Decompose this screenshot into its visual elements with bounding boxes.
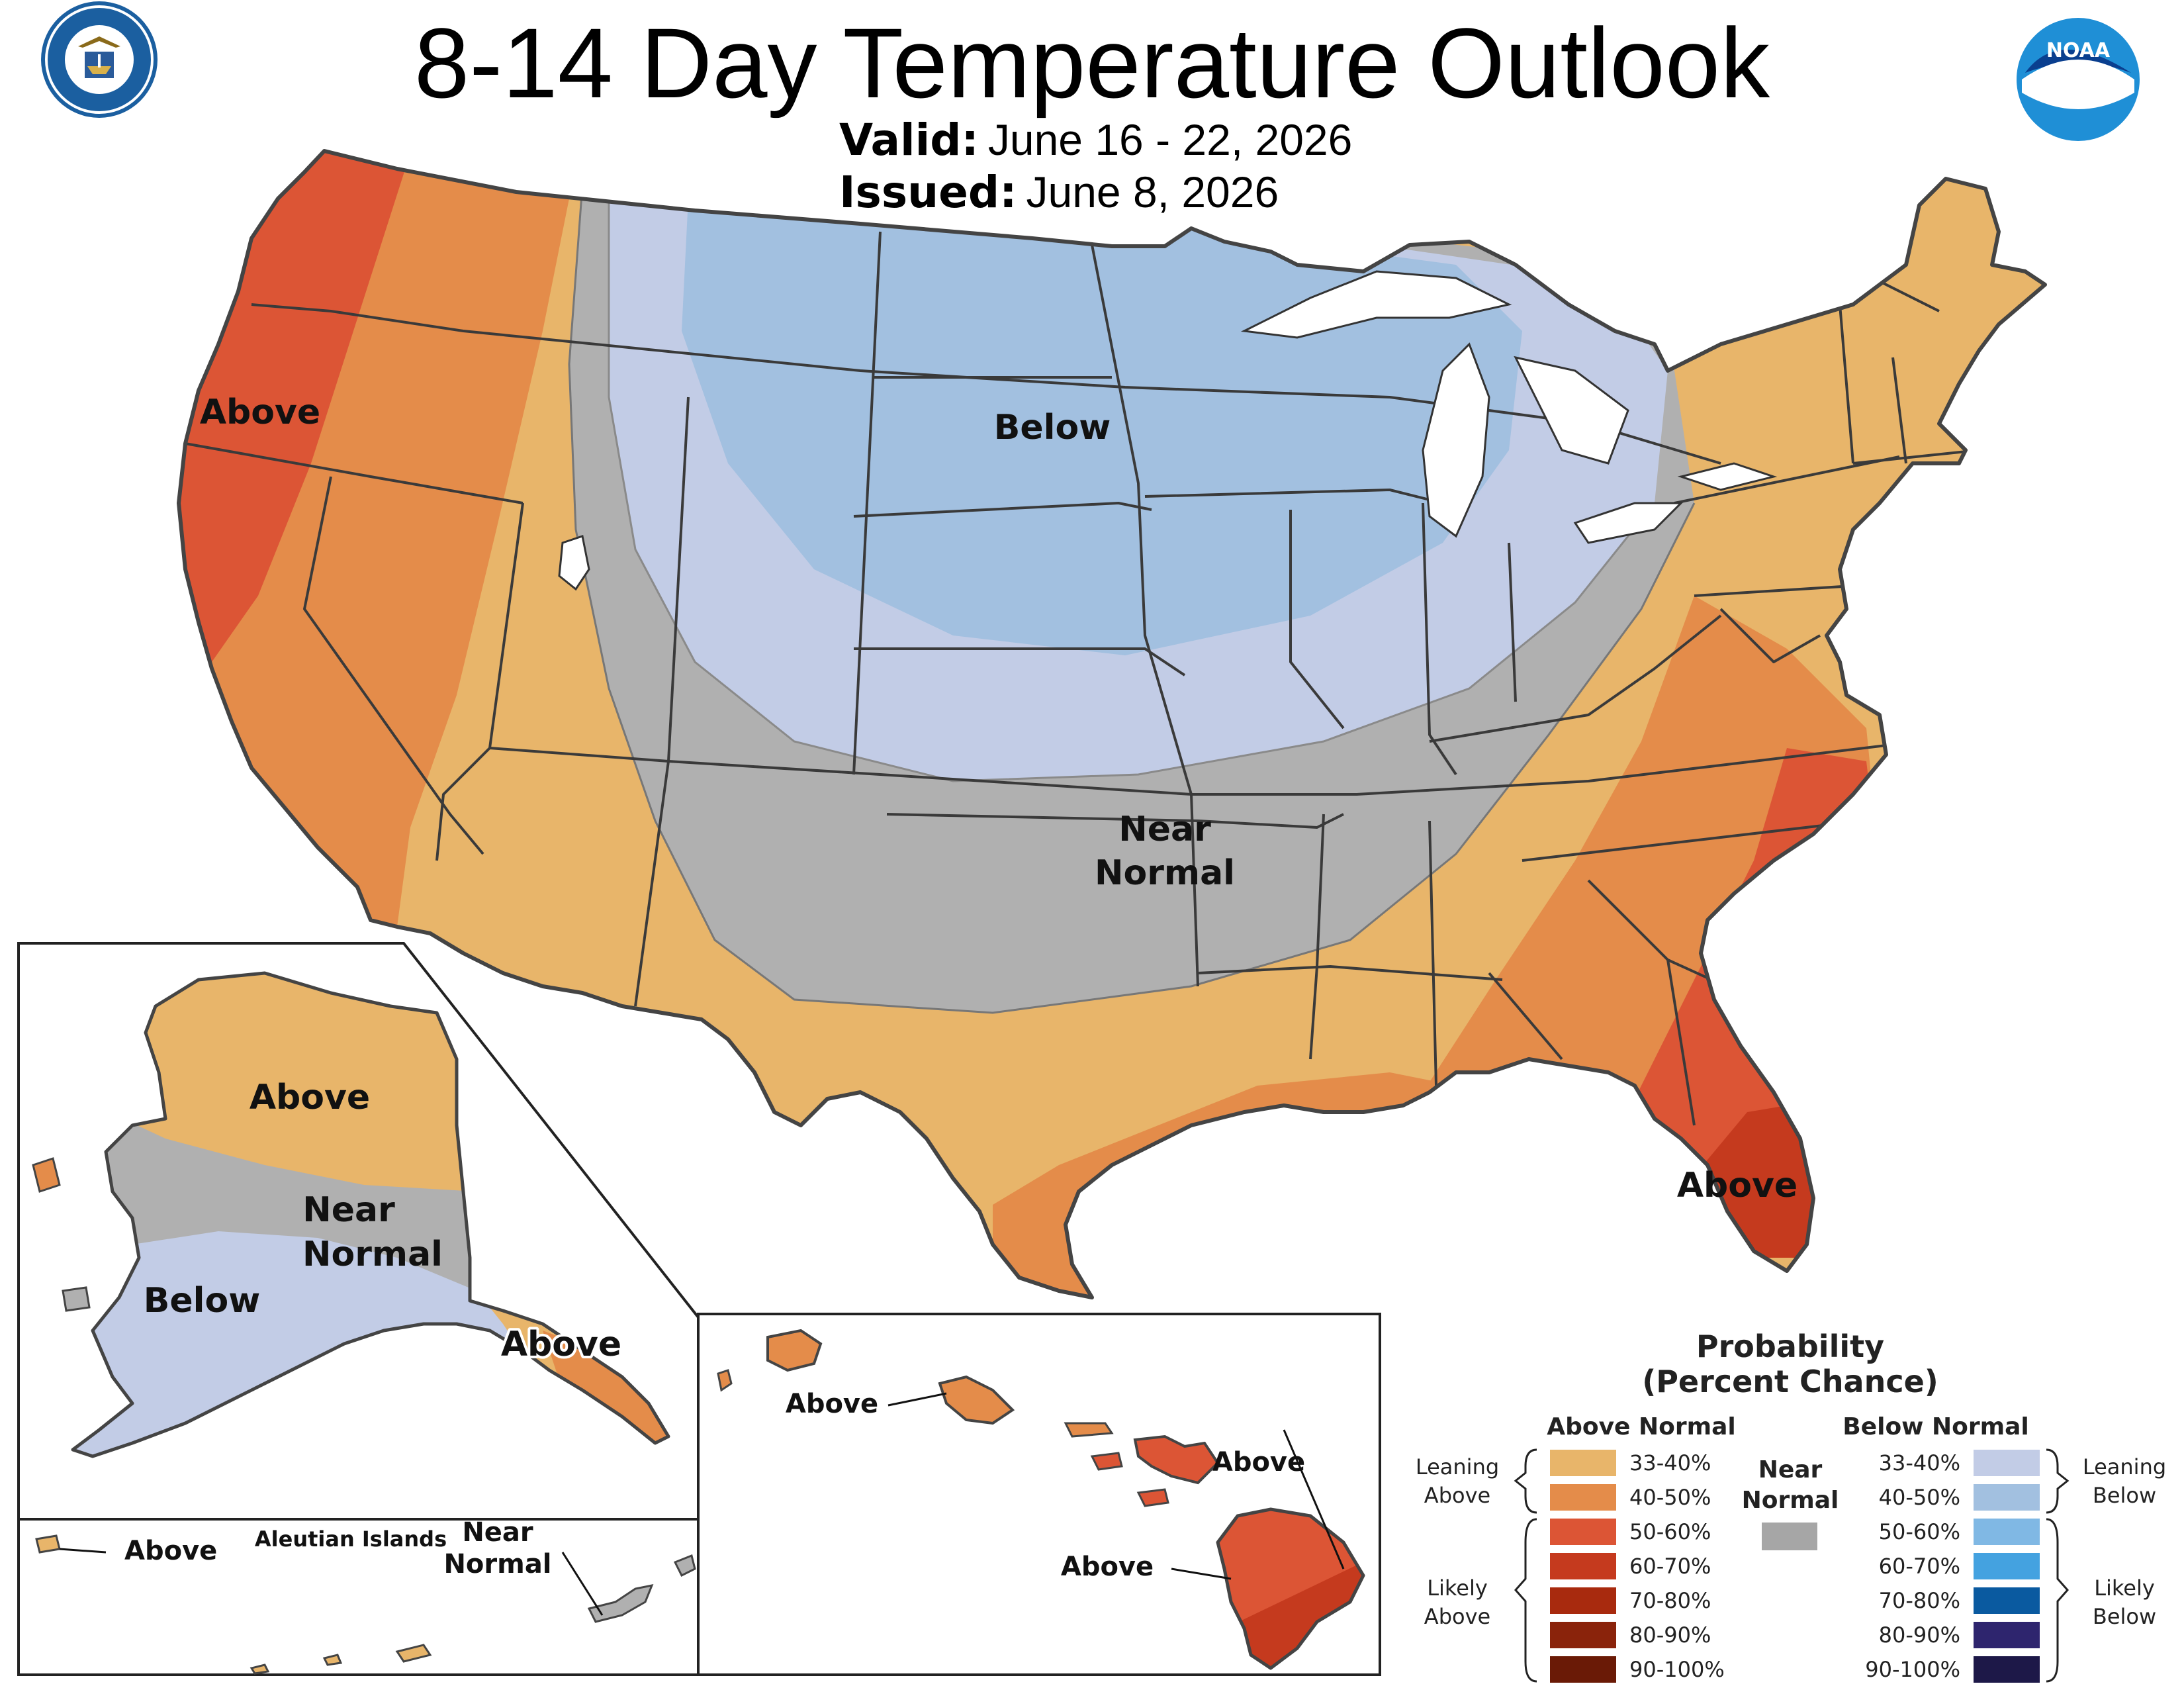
legend-above-swatch-0 [1550, 1450, 1616, 1476]
legend-below-label-0: 33-40% [1879, 1450, 1960, 1476]
aleutian-label-above: Above [124, 1536, 217, 1566]
label-near-normal-2: Normal [1095, 853, 1235, 893]
legend-likely-above-2: Above [1424, 1604, 1490, 1629]
label-near-normal-1: Near [1118, 810, 1211, 849]
date-block: Valid: June 16 - 22, 2026 Issued: June 8, … [839, 114, 1352, 218]
label-florida-above: Above [1677, 1166, 1797, 1205]
legend-above-swatch-5 [1550, 1622, 1616, 1648]
legend-above-swatch-3 [1550, 1553, 1616, 1579]
ak-label-above: Above [250, 1078, 370, 1117]
legend-above-swatch-4 [1550, 1587, 1616, 1614]
legend-above-label-0: 33-40% [1629, 1450, 1711, 1476]
legend-leaning-above-2: Above [1424, 1483, 1490, 1508]
legend-above-label-4: 70-80% [1629, 1588, 1711, 1613]
legend-above-label-1: 40-50% [1629, 1485, 1711, 1510]
legend-below-label-6: 90-100% [1865, 1657, 1960, 1682]
legend-below-label-2: 50-60% [1879, 1519, 1960, 1544]
issued-label: Issued: [839, 167, 1017, 218]
legend-likely-below-2: Below [2093, 1604, 2156, 1629]
legend-below-swatch-3 [1974, 1553, 2040, 1579]
legend-below-label-1: 40-50% [1879, 1485, 1960, 1510]
legend-above-swatch-6 [1550, 1656, 1616, 1683]
legend-above-label-3: 60-70% [1629, 1554, 1711, 1579]
aleutian-label-near-1: Near [462, 1517, 533, 1548]
legend-title-2: (Percent Chance) [1642, 1364, 1938, 1399]
hawaii-inset: Above Above Above [697, 1313, 1381, 1676]
legend-below-swatch-5 [1974, 1622, 2040, 1648]
ak-label-near-2: Normal [302, 1235, 443, 1274]
ak-label-panhandle-above: Above [501, 1325, 621, 1364]
doc-seal-icon [41, 1, 158, 118]
ak-label-near-1: Near [302, 1190, 395, 1230]
legend-above-label-6: 90-100% [1629, 1657, 1725, 1682]
legend-below-swatch-0 [1974, 1450, 2040, 1476]
noaa-logo-icon: NOAA [2013, 14, 2144, 145]
issued-date: June 8, 2026 [1026, 167, 1279, 216]
legend-above-swatch-2 [1550, 1519, 1616, 1545]
legend-below-label-4: 70-80% [1879, 1588, 1960, 1613]
legend-above-header: Above Normal [1547, 1413, 1736, 1440]
label-west-above: Above [200, 393, 320, 432]
legend-above-swatch-1 [1550, 1484, 1616, 1511]
map-title: 8-14 Day Temperature Outlook [414, 7, 1770, 118]
legend-below-label-5: 80-90% [1879, 1622, 1960, 1648]
aleutians-inset: Above Aleutian Islands Near Normal [17, 1517, 700, 1676]
legend-below-swatch-6 [1974, 1656, 2040, 1683]
hi-label-kauai-above: Above [786, 1389, 878, 1419]
hi-label-maui-above: Above [1212, 1447, 1305, 1477]
alaska-inset: Above Near Normal Below Above [17, 942, 700, 1521]
hi-label-big-island-above: Above [1061, 1552, 1154, 1582]
legend-below-swatch-4 [1974, 1587, 2040, 1614]
aleutians-title: Aleutian Islands [255, 1526, 447, 1552]
legend-below-header: Below Normal [1843, 1413, 2028, 1440]
conus-outline [177, 149, 2047, 1299]
ak-label-below: Below [144, 1281, 261, 1321]
legend-likely-above-1: Likely [1427, 1575, 1488, 1601]
legend-below-swatch-1 [1974, 1484, 2040, 1511]
legend-title-1: Probability [1696, 1329, 1884, 1364]
legend-near-1: Near [1758, 1456, 1823, 1483]
legend-below-swatch-2 [1974, 1519, 2040, 1545]
legend: Probability (Percent Chance) Above Norma… [1416, 1329, 2166, 1683]
legend-leaning-above-1: Leaning [1416, 1454, 1499, 1479]
legend-leaning-below-2: Below [2093, 1483, 2156, 1508]
legend-near-swatch [1762, 1523, 1817, 1550]
label-north-below: Below [994, 408, 1111, 447]
valid-label: Valid: [839, 115, 979, 165]
legend-above-label-5: 80-90% [1629, 1622, 1711, 1648]
aleutian-label-near-2: Normal [443, 1549, 551, 1579]
svg-text:NOAA: NOAA [2046, 39, 2111, 62]
legend-below-label-3: 60-70% [1879, 1554, 1960, 1579]
legend-near-2: Normal [1742, 1487, 1839, 1514]
legend-leaning-below-1: Leaning [2083, 1454, 2166, 1479]
legend-above-label-2: 50-60% [1629, 1519, 1711, 1544]
legend-likely-below-1: Likely [2094, 1575, 2155, 1601]
valid-dates: June 16 - 22, 2026 [987, 115, 1353, 164]
